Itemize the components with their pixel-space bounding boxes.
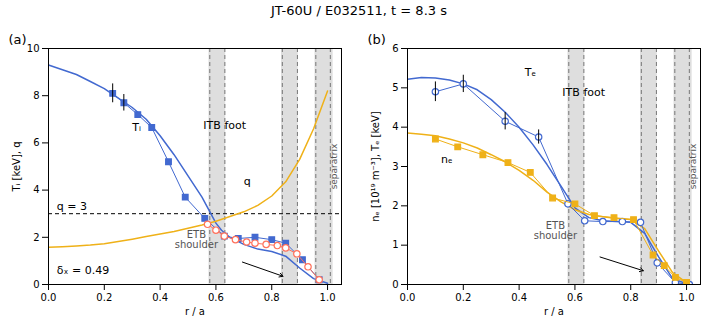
svg-text:ITB foot: ITB foot [203, 119, 246, 132]
svg-text:δₓ = 0.49: δₓ = 0.49 [57, 264, 109, 277]
svg-text:Tᵢ: Tᵢ [131, 121, 141, 134]
svg-text:6: 6 [392, 43, 398, 54]
svg-text:ITB foot: ITB foot [562, 86, 605, 99]
svg-text:0.2: 0.2 [455, 292, 471, 303]
svg-text:r / a: r / a [185, 306, 205, 317]
svg-text:0.0: 0.0 [400, 292, 416, 303]
svg-text:4: 4 [33, 184, 39, 195]
svg-text:(a): (a) [9, 32, 27, 47]
svg-text:0.8: 0.8 [264, 292, 280, 303]
svg-text:6: 6 [33, 137, 39, 148]
svg-text:Tₑ: Tₑ [524, 66, 536, 79]
svg-text:0: 0 [392, 279, 398, 290]
svg-text:4: 4 [392, 121, 398, 132]
svg-text:8: 8 [33, 90, 39, 101]
svg-text:Tᵢ [keV], q: Tᵢ [keV], q [11, 141, 22, 192]
svg-text:r / a: r / a [544, 306, 564, 317]
svg-text:2: 2 [33, 232, 39, 243]
svg-text:q: q [244, 175, 251, 188]
svg-text:0.6: 0.6 [208, 292, 224, 303]
svg-text:0.4: 0.4 [152, 292, 168, 303]
svg-text:0.0: 0.0 [41, 292, 57, 303]
svg-text:5: 5 [392, 82, 398, 93]
svg-text:0.4: 0.4 [511, 292, 527, 303]
html-text:JT-60U / E032511, t = 8.3 s: JT-60U / E032511, t = 8.3 s [271, 3, 447, 18]
svg-text:0.8: 0.8 [623, 292, 639, 303]
svg-text:2: 2 [392, 200, 398, 211]
svg-text:1.0: 1.0 [320, 292, 336, 303]
svg-text:1.0: 1.0 [679, 292, 695, 303]
svg-text:0: 0 [33, 279, 39, 290]
svg-text:separatrix: separatrix [329, 143, 339, 189]
svg-text:(b): (b) [368, 32, 386, 47]
svg-text:nₑ [10¹⁹ m⁻³], Tₑ [keV]: nₑ [10¹⁹ m⁻³], Tₑ [keV] [370, 111, 381, 222]
svg-text:10: 10 [27, 43, 40, 54]
svg-text:1: 1 [392, 239, 398, 250]
svg-text:nₑ: nₑ [441, 153, 453, 166]
svg-text:0.2: 0.2 [96, 292, 112, 303]
svg-text:q = 3: q = 3 [57, 200, 87, 213]
svg-text:0.6: 0.6 [567, 292, 583, 303]
svg-text:ETBshoulder: ETBshoulder [534, 220, 578, 241]
svg-text:3: 3 [392, 161, 398, 172]
svg-text:separatrix: separatrix [688, 143, 698, 189]
svg-text:ETBshoulder: ETBshoulder [175, 229, 219, 250]
